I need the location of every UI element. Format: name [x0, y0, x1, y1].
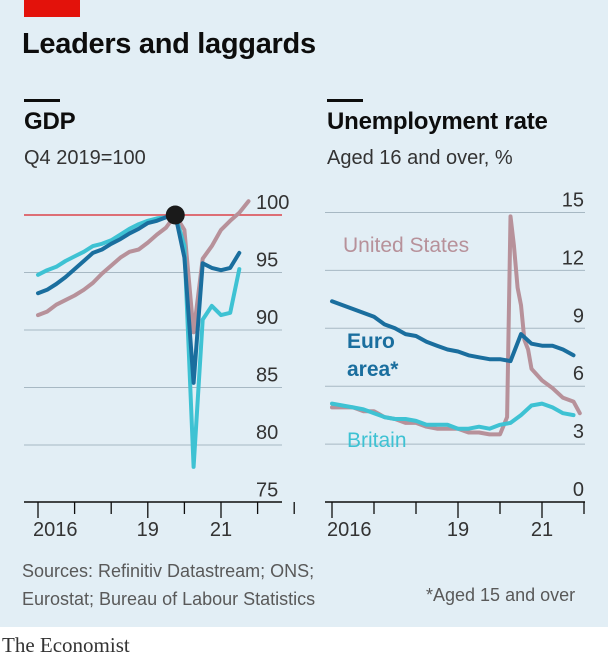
label-united-states: United States — [343, 234, 469, 257]
gdp-x-tick-label: 21 — [210, 519, 232, 541]
unemployment-y-tick-label: 12 — [562, 247, 584, 269]
gdp-series-euro-area — [36, 213, 242, 385]
source-note: Sources: Refinitiv Datastream; ONS; Euro… — [22, 561, 316, 609]
gdp-y-tick-label: 85 — [256, 365, 278, 387]
gdp-series-britain — [36, 213, 242, 469]
gdp-x-tick-label: 19 — [137, 519, 159, 541]
chart-panel — [0, 0, 608, 627]
unemployment-title: Unemployment rate — [327, 108, 548, 135]
red-tag-icon — [24, 0, 80, 17]
unemployment-y-tick-label: 15 — [562, 190, 584, 212]
gdp-title: GDP — [24, 108, 76, 135]
unemployment-series-euro-area — [330, 299, 576, 364]
unemployment-x-tick-label: 19 — [447, 519, 469, 541]
unemployment-y-tick-label: 6 — [573, 363, 584, 385]
left-title-rule — [24, 99, 60, 102]
label-britain: Britain — [347, 429, 407, 452]
label-euro-area-line2: area* — [347, 358, 399, 381]
gdp-y-tick-label: 80 — [256, 422, 278, 444]
gdp-y-tick-label: 90 — [256, 307, 278, 329]
unemployment-y-tick-label: 0 — [573, 479, 584, 501]
gdp-marker-dot — [165, 205, 185, 225]
gdp-y-tick-label: 75 — [256, 480, 278, 502]
unemployment-series-britain — [330, 401, 576, 431]
charts-svg: 100 95 90 85 80 75 2016 19 21 15 12 9 6 3 0 2016 19 21 Uni… — [24, 190, 585, 541]
gdp-y-tick-label: 100 — [256, 192, 289, 214]
gdp-y-tick-label: 95 — [256, 250, 278, 272]
unemployment-x-tick-label: 21 — [531, 519, 553, 541]
gdp-series-united-states — [36, 199, 251, 335]
unemployment-subtitle: Aged 16 and over, % — [327, 147, 513, 169]
gdp-x-tick-label: 2016 — [33, 519, 78, 541]
unemployment-y-tick-label: 9 — [573, 305, 584, 327]
footnote: *Aged 15 and over — [426, 585, 576, 605]
right-title-rule — [327, 99, 363, 102]
gdp-subtitle: Q4 2019=100 — [24, 147, 146, 169]
unemployment-x-tick-label: 2016 — [327, 519, 372, 541]
label-euro-area-line1: Euro — [347, 330, 395, 353]
brand-name: The Economist — [2, 633, 130, 657]
main-title: Leaders and laggards — [22, 28, 316, 60]
unemployment-y-tick-label: 3 — [573, 421, 584, 443]
